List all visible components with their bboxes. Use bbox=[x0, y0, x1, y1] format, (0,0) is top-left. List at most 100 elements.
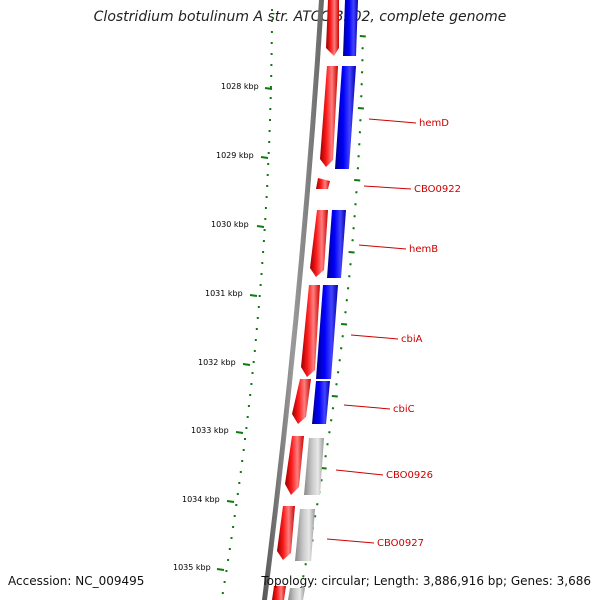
gene-block bbox=[343, 0, 358, 56]
outer-tick bbox=[346, 287, 350, 290]
scale-dot bbox=[260, 273, 263, 275]
scale-dot bbox=[268, 141, 271, 143]
scale-dot bbox=[269, 86, 272, 88]
outer-tick bbox=[316, 503, 319, 506]
scale-dot bbox=[270, 31, 273, 33]
scale-dot bbox=[249, 394, 252, 396]
scale-tick bbox=[249, 294, 258, 297]
scale-dot bbox=[232, 526, 235, 528]
scale-tick bbox=[216, 568, 225, 571]
gene-label-cbo0926: CBO0926 bbox=[386, 470, 433, 481]
leader-line bbox=[343, 404, 391, 410]
outer-tick bbox=[359, 119, 362, 122]
outer-tick bbox=[341, 335, 344, 338]
gene-label-cbic: cbiC bbox=[393, 404, 415, 415]
reverse-strand-features bbox=[312, 0, 358, 424]
outer-tick bbox=[357, 107, 364, 110]
leader-line bbox=[358, 244, 407, 250]
scale-dot bbox=[236, 493, 239, 495]
outer-tick bbox=[338, 359, 341, 362]
gene-label-cbia: cbiA bbox=[401, 334, 423, 345]
scale-dot bbox=[266, 185, 269, 187]
gene-arrow bbox=[285, 436, 304, 495]
gene-block bbox=[304, 438, 324, 495]
scale-label: 1031 kbp bbox=[205, 289, 243, 298]
scale-dot bbox=[257, 306, 260, 308]
outer-tick bbox=[355, 191, 358, 194]
outer-tick bbox=[358, 143, 361, 146]
outer-tick bbox=[348, 251, 355, 254]
scale-dot bbox=[269, 97, 272, 99]
genome-backbone bbox=[262, 0, 324, 600]
leader-line bbox=[326, 538, 375, 544]
scale-dot bbox=[270, 64, 273, 66]
scale-dots bbox=[221, 9, 273, 594]
gene-label-hemb: hemB bbox=[409, 244, 438, 255]
scale-dot bbox=[265, 196, 268, 198]
scale-dot bbox=[250, 383, 253, 385]
gene-arrow bbox=[310, 210, 328, 277]
accession-text: Accession: NC_009495 bbox=[8, 574, 145, 588]
outer-tick bbox=[358, 131, 362, 134]
outer-tick bbox=[348, 275, 351, 278]
scale-dot bbox=[239, 471, 242, 473]
scale-dot bbox=[259, 284, 262, 286]
leader-line bbox=[335, 469, 384, 476]
scale-dot bbox=[247, 405, 250, 407]
outer-tick bbox=[344, 311, 347, 314]
scale-dot bbox=[264, 207, 267, 209]
scale-dot bbox=[269, 108, 272, 110]
topology-text: Topology: circular; Length: 3,886,916 bp… bbox=[261, 574, 591, 588]
gene-block bbox=[288, 588, 305, 600]
scale-dot bbox=[251, 372, 254, 374]
outer-tick bbox=[353, 215, 356, 218]
scale-dot bbox=[233, 515, 236, 517]
outer-tick bbox=[359, 35, 366, 38]
scale-dot bbox=[266, 174, 269, 176]
scale-dot bbox=[227, 559, 230, 561]
outer-tick bbox=[356, 167, 360, 170]
leader-line bbox=[350, 334, 399, 340]
outer-tick bbox=[352, 227, 355, 230]
outer-tick bbox=[354, 179, 361, 182]
outer-tick bbox=[336, 371, 340, 374]
scale-dot bbox=[228, 548, 231, 550]
scale-dot bbox=[262, 240, 265, 242]
scale-tick bbox=[242, 363, 251, 366]
outer-tick bbox=[361, 47, 364, 50]
scale-dot bbox=[254, 339, 257, 341]
gene-arrow bbox=[320, 66, 338, 167]
map-title: Clostridium botulinum A str. ATCC 3502, … bbox=[93, 9, 507, 25]
scale-dot bbox=[268, 130, 271, 132]
outer-tick bbox=[331, 395, 338, 398]
scale-dot bbox=[235, 504, 238, 506]
outer-tick bbox=[345, 299, 349, 302]
scale-dot bbox=[258, 295, 261, 297]
scale-label: 1028 kbp bbox=[221, 82, 259, 91]
scale-dot bbox=[267, 163, 270, 165]
outer-tick bbox=[304, 563, 307, 566]
outer-tick bbox=[357, 155, 360, 158]
scale-dot bbox=[221, 592, 224, 594]
leader-line bbox=[363, 185, 412, 190]
gene-labels: hemD CBO0922 hemB cbiA cbiC CBO0926 CBO0… bbox=[326, 118, 461, 549]
outer-tick bbox=[339, 347, 343, 350]
gene-block bbox=[312, 381, 330, 424]
scale-dot bbox=[242, 449, 245, 451]
scale-label: 1029 kbp bbox=[216, 151, 254, 160]
scale-dot bbox=[253, 350, 256, 352]
scale-dot bbox=[270, 53, 273, 55]
scale-tick bbox=[260, 156, 269, 159]
outer-tick bbox=[335, 383, 338, 386]
gene-label-cbo0922: CBO0922 bbox=[414, 184, 461, 195]
scale-dot bbox=[238, 482, 241, 484]
gene-label-cbo0927: CBO0927 bbox=[377, 538, 424, 549]
scale-dot bbox=[225, 570, 228, 572]
scale-dot bbox=[246, 416, 249, 418]
outer-tick bbox=[351, 239, 354, 242]
scale-dot bbox=[267, 152, 270, 154]
scale-ruler: 1028 kbp 1029 kbp 1030 kbp 1031 kbp 1032… bbox=[173, 82, 273, 572]
outer-tick bbox=[354, 203, 357, 206]
scale-dot bbox=[270, 75, 273, 77]
